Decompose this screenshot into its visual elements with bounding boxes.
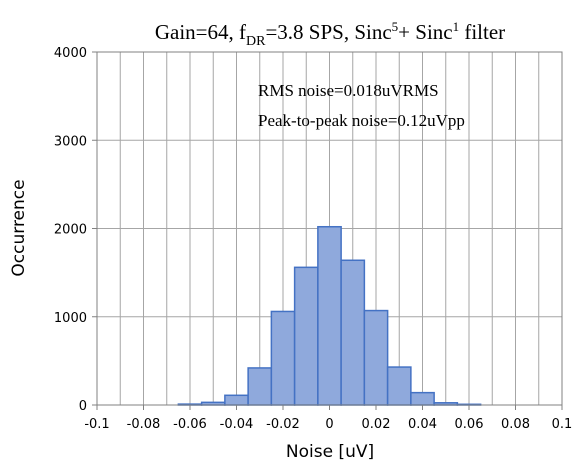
x-tick-label: 0 [325, 417, 333, 432]
histogram-bar [293, 266, 319, 406]
x-tick-label: -0.04 [220, 417, 254, 432]
x-tick-label: -0.02 [266, 417, 300, 432]
y-axis-label: Occurrence [9, 179, 29, 276]
histogram-bar [386, 366, 412, 406]
x-tick-label: 0.02 [362, 417, 391, 432]
histogram-bars [177, 225, 482, 406]
x-tick-label: 0.06 [455, 417, 484, 432]
peak-to-peak-annotation: Peak-to-peak noise=0.12uVpp [258, 111, 465, 130]
histogram-bar [247, 367, 273, 406]
y-tick-label: 4000 [54, 46, 87, 61]
y-tick-label: 2000 [54, 223, 87, 238]
axes [92, 51, 563, 410]
x-tick-label: 0.04 [408, 417, 437, 432]
y-tick-label: 0 [79, 399, 87, 414]
x-tick-label: -0.1 [84, 417, 109, 432]
rms-noise-annotation: RMS noise=0.018uVRMS [258, 81, 439, 100]
x-tick-label: -0.08 [127, 417, 161, 432]
histogram-bar [340, 259, 366, 406]
tick-labels: -0.1 -0.08 -0.06 -0.04 -0.02 0 0.02 0.04 0.06 0.0… [54, 46, 572, 432]
chart-title: Gain=64, fDR=3.8 SPS, Sinc5+ Sinc1 filte… [155, 19, 505, 49]
x-tick-label: 0.08 [501, 417, 530, 432]
histogram-bar [317, 225, 342, 406]
y-tick-label: 3000 [54, 134, 87, 149]
histogram-bar [363, 309, 389, 406]
x-tick-label: 0.1 [552, 417, 573, 432]
histogram-bar [410, 391, 435, 406]
histogram-bar [270, 310, 296, 406]
y-tick-label: 1000 [54, 311, 87, 326]
x-tick-label: -0.06 [173, 417, 207, 432]
x-axis-label: Noise [uV] [286, 442, 374, 462]
histogram-bar [224, 394, 249, 406]
